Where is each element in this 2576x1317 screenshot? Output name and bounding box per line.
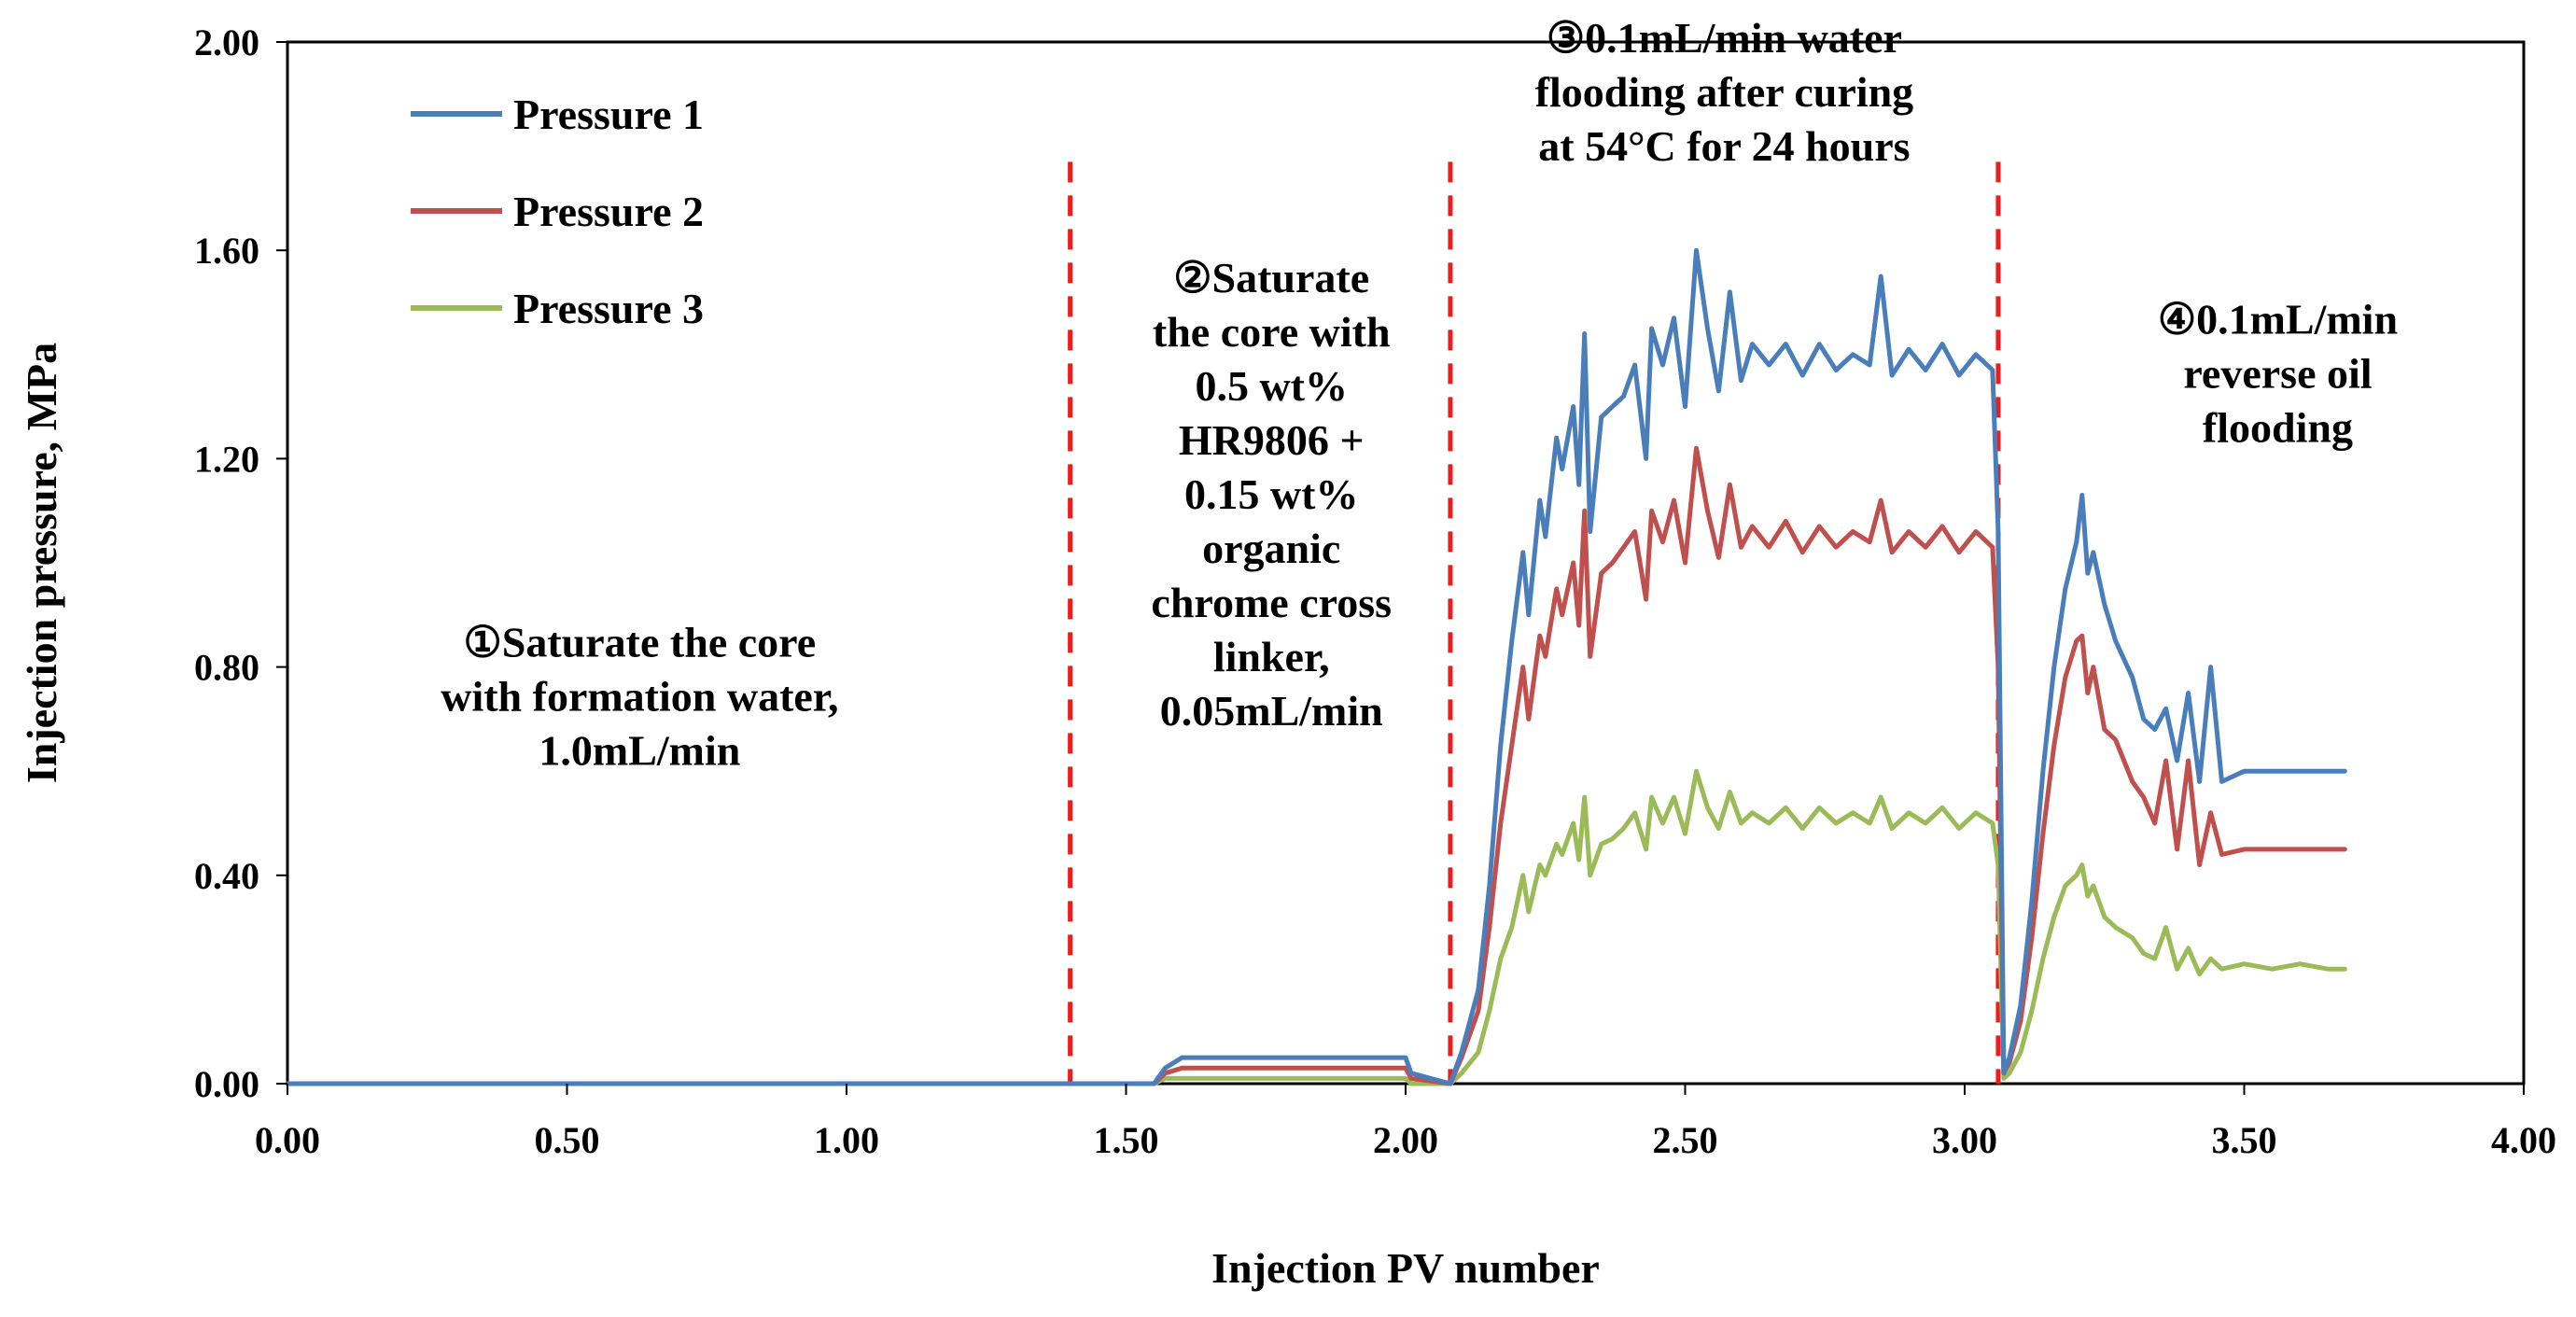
annotation-2-line: linker,: [1213, 633, 1330, 680]
annotation-4-line: ④0.1mL/min: [2158, 295, 2398, 343]
annotation-4-line: reverse oil: [2183, 349, 2372, 397]
annotation-3-line: at 54°C for 24 hours: [1538, 122, 1910, 170]
legend: Pressure 1 Pressure 2 Pressure 3: [411, 91, 704, 332]
series-line-3: [285, 768, 2347, 1086]
x-tick-label: 3.50: [2212, 1119, 2277, 1161]
series-layer: [285, 247, 2347, 1086]
x-tick-label: 1.50: [1094, 1119, 1159, 1161]
y-tick-label: 1.20: [194, 438, 259, 480]
y-tick-label: 1.60: [194, 230, 259, 272]
annotation-1-line: with formation water,: [441, 672, 838, 720]
annotation-2-line: 0.05mL/min: [1160, 687, 1383, 735]
legend-label-1: Pressure 1: [513, 91, 704, 138]
annotations: ①Saturate the core with formation water, 1…: [441, 14, 2398, 774]
y-tick-label: 0.00: [194, 1063, 259, 1105]
x-tick-label: 0.00: [255, 1119, 320, 1161]
x-axis-title: Injection PV number: [1211, 1244, 1600, 1292]
y-tick-label: 2.00: [194, 21, 259, 63]
stage-boundaries: [1068, 161, 2001, 1084]
annotation-2-line: chrome cross: [1151, 579, 1392, 626]
annotation-2-line: 0.5 wt%: [1195, 362, 1348, 410]
annotation-3-line: flooding after curing: [1535, 68, 1913, 116]
annotation-2-line: 0.15 wt%: [1184, 470, 1359, 518]
series-line-1: [285, 247, 2347, 1086]
annotation-3-line: ③0.1mL/min water: [1547, 14, 1902, 62]
annotation-2-line: HR9806 +: [1179, 416, 1365, 464]
annotation-2-line: the core with: [1153, 308, 1391, 356]
annotation-1-line: 1.0mL/min: [539, 726, 740, 774]
y-tick-label: 0.80: [194, 647, 259, 689]
y-tick-label: 0.40: [194, 855, 259, 897]
x-tick-label: 3.00: [1932, 1119, 1997, 1161]
x-tick-label: 0.50: [535, 1119, 600, 1161]
y-axis: 0.00 0.40 0.80 1.20 1.60 2.00: [194, 21, 287, 1105]
x-tick-label: 4.00: [2491, 1119, 2556, 1161]
series-line-2: [285, 445, 2347, 1086]
annotation-2-line: ②Saturate: [1173, 254, 1369, 301]
legend-label-2: Pressure 2: [513, 188, 704, 235]
x-tick-label: 2.50: [1653, 1119, 1718, 1161]
x-axis: 0.00 0.50 1.00 1.50 2.00 2.50 3.00 3.50 4.00: [255, 1084, 2556, 1161]
x-tick-label: 1.00: [814, 1119, 879, 1161]
annotation-2-line: organic: [1202, 525, 1340, 572]
y-axis-title: Injection pressure, MPa: [18, 343, 65, 783]
x-tick-label: 2.00: [1373, 1119, 1438, 1161]
annotation-4-line: flooding: [2203, 403, 2353, 451]
legend-label-3: Pressure 3: [513, 285, 704, 332]
annotation-1-line: ①Saturate the core: [464, 618, 817, 666]
